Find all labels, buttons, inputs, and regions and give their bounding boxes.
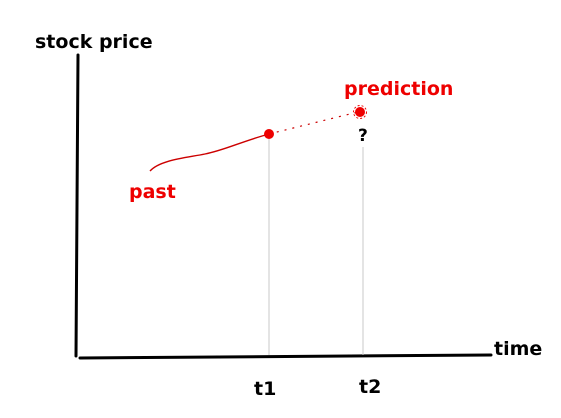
prediction-label: prediction	[344, 78, 454, 100]
y-axis-label: stock price	[35, 31, 153, 53]
x-axis-label: time	[494, 338, 543, 360]
x-axis-line	[78, 353, 493, 360]
t2-label: t2	[359, 376, 382, 398]
prediction-point	[353, 105, 367, 119]
question-mark: ?	[358, 126, 368, 146]
t1-label: t1	[254, 378, 277, 400]
y-axis-line	[74, 53, 80, 358]
past-curve	[149, 133, 270, 172]
prediction-dotted-line	[268, 111, 359, 135]
t1-point	[264, 129, 274, 139]
past-label: past	[129, 181, 176, 203]
